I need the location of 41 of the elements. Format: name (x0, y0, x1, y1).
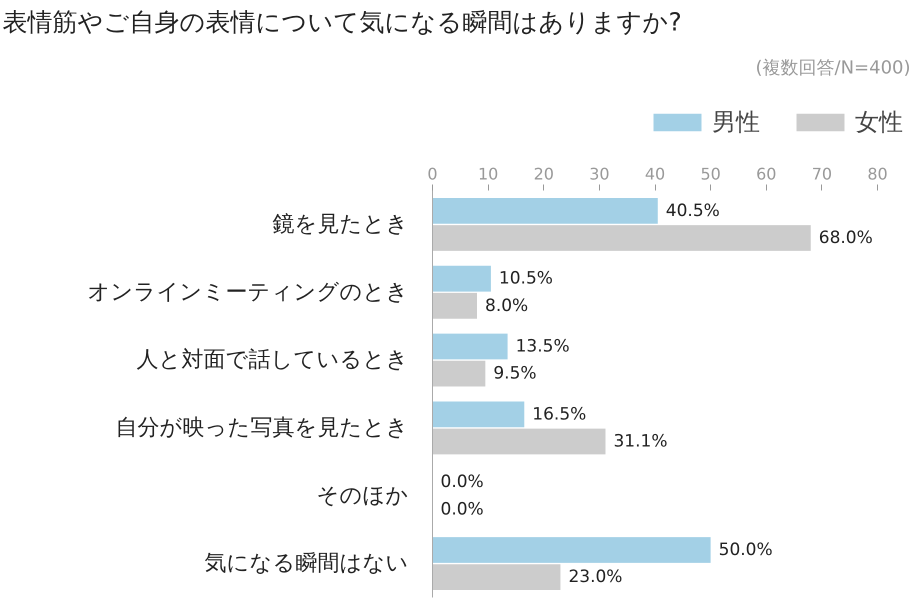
x-tick-label: 20 (534, 164, 554, 184)
y-tick-label: オンラインミーティングのとき (88, 280, 408, 305)
x-tick-label: 80 (867, 164, 888, 184)
bar (432, 360, 486, 387)
data-label: 9.5% (493, 364, 537, 384)
chart-title: 表情筋やご自身の表情について気になる瞬間はありますか? (2, 8, 682, 36)
data-label: 10.5% (498, 268, 553, 289)
data-label: 68.0% (818, 228, 873, 248)
x-tick-label: 70 (812, 164, 832, 184)
data-label: 50.0% (718, 540, 773, 560)
x-tick-label: 30 (589, 164, 610, 184)
y-tick-label: 人と対面で話しているとき (136, 348, 408, 373)
data-label: 16.5% (532, 404, 586, 424)
data-label: 31.1% (613, 431, 668, 452)
x-tick-label: 10 (478, 164, 498, 184)
data-label: 0.0% (440, 499, 484, 520)
legend-label: 男性 (712, 107, 760, 138)
bar (432, 428, 606, 454)
data-label: 0.0% (440, 472, 484, 492)
bar (432, 266, 491, 292)
bar (432, 292, 477, 319)
bar (432, 537, 711, 563)
x-tick-label: 60 (756, 164, 776, 184)
y-tick-label: そのほか (316, 483, 408, 508)
y-tick-label: 自分が映った写真を見たとき (116, 415, 408, 440)
y-tick-label: 鏡を見たとき (272, 212, 408, 237)
bar (432, 198, 658, 224)
data-label: 40.5% (666, 200, 720, 221)
data-label: 13.5% (516, 336, 570, 357)
x-tick-label: 40 (644, 164, 666, 184)
y-tick-label: 気になる瞬間はない (204, 551, 408, 576)
x-tick-label: 0 (427, 164, 438, 184)
bar (432, 334, 508, 360)
data-label: 23.0% (568, 567, 622, 588)
x-tick-label: 50 (700, 164, 721, 184)
legend-label: 女性 (855, 107, 903, 138)
bar (432, 225, 811, 251)
bar (432, 564, 560, 590)
chart-subtitle: (複数回答/N=400) (755, 58, 911, 78)
bar (432, 401, 524, 428)
data-label: 8.0% (485, 296, 528, 316)
